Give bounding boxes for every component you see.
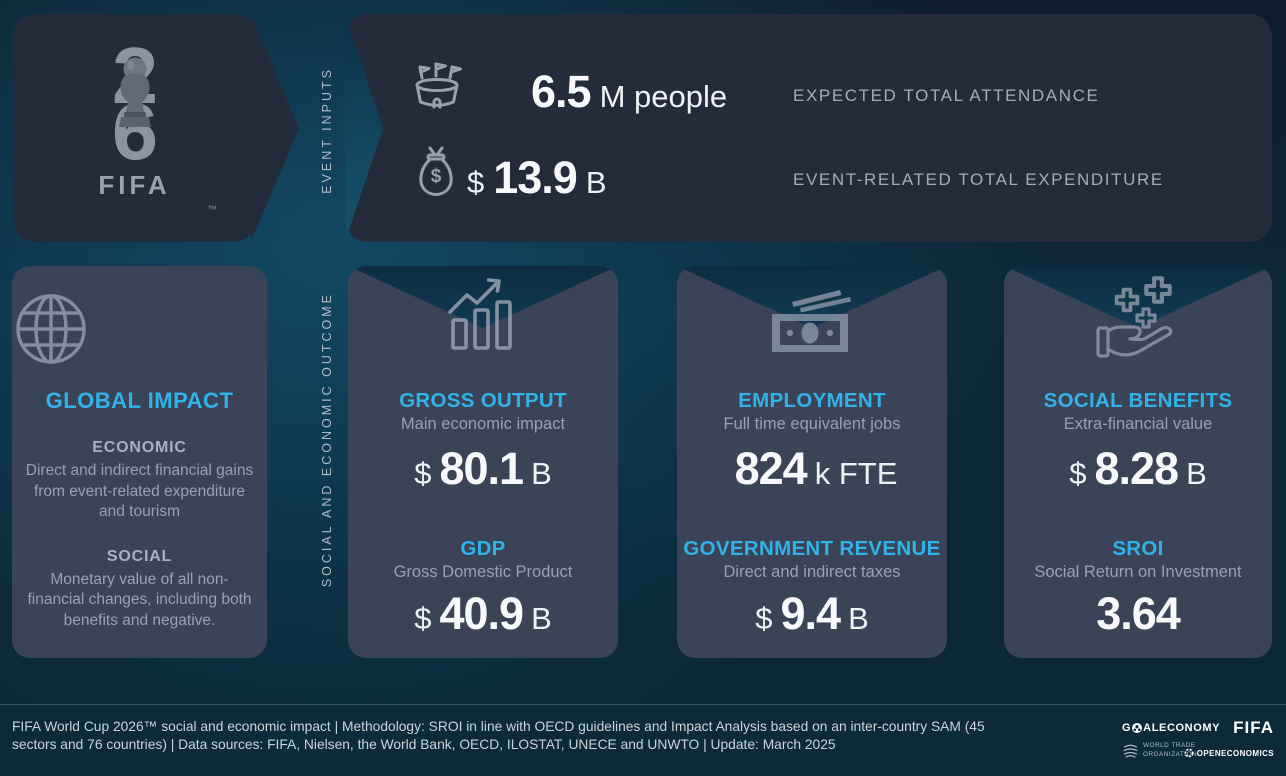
attendance-number: 6.5 <box>531 66 592 117</box>
metric-subtitle: Extra-financial value <box>1063 415 1213 433</box>
openeconomics-icon <box>1184 748 1194 758</box>
wto-logo: World Trade Organization <box>1122 742 1197 759</box>
fifa-26-logo-card: 2 6 FIFA ™ <box>13 14 256 242</box>
global-impact-title: GLOBAL IMPACT <box>45 388 234 413</box>
metric-title: GDP <box>460 537 506 560</box>
metric-subtitle: Gross Domestic Product <box>393 563 573 581</box>
currency: $ <box>1069 456 1087 491</box>
social-heading: SOCIAL <box>106 547 173 565</box>
currency: $ <box>414 601 432 636</box>
number: 80.1 <box>439 443 524 494</box>
logo-trademark: ™ <box>207 204 217 214</box>
svg-text:$: $ <box>431 166 442 187</box>
openeconomics-logo: OPENECONOMICS <box>1184 748 1274 758</box>
unit: B <box>1186 456 1207 491</box>
metric-value: $ 40.9 B <box>348 588 618 640</box>
outcome-vertical-label: SOCIAL AND ECONOMIC OUTCOME <box>320 292 334 588</box>
metric-value: 3.64 <box>1004 588 1272 640</box>
number: 40.9 <box>439 588 524 639</box>
footer-note-line1: FIFA World Cup 2026™ social and economic… <box>12 719 985 734</box>
footer-note: FIFA World Cup 2026™ social and economic… <box>12 718 1172 754</box>
footer-note-line2: sectors and 76 countries) | Data sources… <box>12 736 836 752</box>
global-impact-card: GLOBAL IMPACT ECONOMIC Direct and indire… <box>12 266 267 658</box>
expenditure-value: $ 13.9 B <box>467 152 607 204</box>
economic-heading: ECONOMIC <box>92 439 187 456</box>
metric-value: $ 9.4 B <box>677 588 947 640</box>
world-cup-trophy-icon <box>112 52 158 144</box>
metric-subtitle: Social Return on Investment <box>1034 563 1242 581</box>
attendance-value: 6.5 M people <box>531 66 727 118</box>
fifa-logo-text: FIFA <box>1233 718 1274 737</box>
flow-arrow-shape <box>251 14 299 242</box>
employment-card: EMPLOYMENT Full time equivalent jobs 824… <box>677 266 947 658</box>
partner-logos: G ALECONOMY FIFA World Trade Organization <box>1122 712 1274 770</box>
soccer-ball-icon <box>1132 723 1143 733</box>
currency: $ <box>414 456 432 491</box>
metric-title: GROSS OUTPUT <box>399 389 567 412</box>
economic-description: Direct and indirect financial gains from… <box>25 462 254 521</box>
social-benefits-card: SOCIAL BENEFITS Extra-financial value $ … <box>1004 266 1272 658</box>
metric-title: EMPLOYMENT <box>738 389 886 412</box>
number: 824 <box>734 443 808 494</box>
globe-icon <box>12 290 267 368</box>
social-description: Monetary value of all non-financial chan… <box>27 570 252 630</box>
number: 3.64 <box>1096 588 1181 639</box>
wto-icon <box>1122 742 1139 759</box>
money-bag-icon: $ <box>413 144 459 200</box>
unit: B <box>848 601 869 636</box>
metric-title: SOCIAL BENEFITS <box>1043 389 1233 412</box>
metric-value: $ 8.28 B <box>1004 443 1272 495</box>
expenditure-number: 13.9 <box>493 152 578 203</box>
fifa-26-logo: 2 6 FIFA ™ <box>65 36 216 216</box>
metric-value: 824 k FTE <box>677 443 947 495</box>
metric-value: $ 80.1 B <box>348 443 618 495</box>
footer-divider <box>0 704 1286 705</box>
logo-brand-text: FIFA <box>98 170 171 200</box>
number: 9.4 <box>780 588 842 639</box>
attendance-label: EXPECTED TOTAL ATTENDANCE <box>793 86 1100 105</box>
stadium-icon <box>408 60 466 114</box>
hand-plus-icon <box>1090 276 1186 364</box>
unit: B <box>531 601 552 636</box>
bar-chart-growth-icon <box>440 274 526 356</box>
event-inputs-vertical-label: EVENT INPUTS <box>320 66 334 194</box>
metric-title: GOVERNMENT REVENUE <box>683 537 941 560</box>
expenditure-unit: B <box>585 165 607 200</box>
card-notch <box>345 14 383 242</box>
attendance-unit: M people <box>599 79 728 114</box>
event-inputs-card: 6.5 M people EXPECTED TOTAL ATTENDANCE $… <box>345 14 1272 242</box>
unit: k FTE <box>814 456 898 491</box>
expenditure-currency: $ <box>467 165 485 200</box>
currency: $ <box>755 601 773 636</box>
metric-subtitle: Main economic impact <box>400 415 566 433</box>
number: 8.28 <box>1094 443 1179 494</box>
gross-output-card: GROSS OUTPUT Main economic impact $ 80.1… <box>348 266 618 658</box>
banknotes-icon <box>766 286 858 354</box>
metric-subtitle: Direct and indirect taxes <box>723 563 901 581</box>
metric-title: SROI <box>1112 537 1164 560</box>
expenditure-label: EVENT-RELATED TOTAL EXPENDITURE <box>793 170 1164 189</box>
unit: B <box>531 456 552 491</box>
goaleconomy-logo: G ALECONOMY <box>1122 722 1221 734</box>
metric-subtitle: Full time equivalent jobs <box>723 415 901 433</box>
